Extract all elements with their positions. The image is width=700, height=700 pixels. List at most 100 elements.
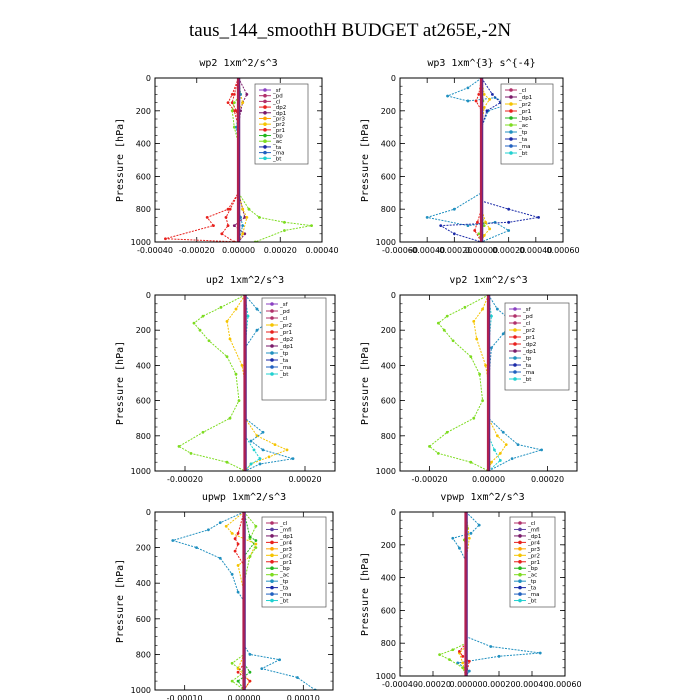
legend-marker <box>509 151 513 155</box>
data-point <box>469 355 473 358</box>
data-point <box>488 227 492 231</box>
data-point <box>507 229 511 232</box>
legend-entry: _bp <box>279 566 290 572</box>
legend-marker <box>270 323 274 327</box>
x-tick-label: 0.00060 <box>548 680 581 689</box>
legend-entry: _ma <box>279 365 291 371</box>
data-point <box>490 314 493 318</box>
y-tick-label: 600 <box>136 615 151 624</box>
data-point <box>246 314 250 318</box>
x-tick-label: 0.00000 <box>449 680 482 689</box>
data-point <box>482 234 486 237</box>
data-point <box>254 539 258 542</box>
legend-entry: _ma <box>522 370 534 376</box>
legend-entry: _dp1 <box>527 534 541 540</box>
series-line-pr2 <box>473 295 507 471</box>
data-point <box>201 430 205 434</box>
chart-panel: vp2 1xm^2/s^3 Pressure [hPa] 0 200 400 600 800… <box>360 275 578 484</box>
legend-marker <box>263 105 267 109</box>
data-point <box>445 314 449 318</box>
legend-entry: _pd <box>272 94 283 100</box>
x-tick-label: 0.00060 <box>546 246 579 255</box>
data-point <box>248 679 252 683</box>
data-point <box>230 101 234 104</box>
series-line-pr2 <box>225 512 257 690</box>
data-point <box>245 93 249 96</box>
legend-marker <box>270 344 274 348</box>
data-point <box>236 590 240 594</box>
legend-entry: _ta <box>272 145 281 151</box>
legend-entry: _bt <box>279 372 289 378</box>
data-point <box>501 430 505 434</box>
data-point <box>476 220 479 224</box>
legend-marker <box>270 566 274 571</box>
legend-marker <box>263 122 267 126</box>
y-tick-label: 0 <box>146 508 151 517</box>
legend-marker <box>513 370 517 374</box>
data-point <box>232 109 236 113</box>
data-point <box>445 430 449 434</box>
data-point <box>236 542 240 546</box>
data-point <box>283 229 286 232</box>
legend-marker <box>263 99 267 104</box>
x-tick-label: -0.00020 <box>436 246 472 255</box>
data-point <box>466 86 470 90</box>
data-point <box>261 448 265 452</box>
data-point <box>285 448 289 452</box>
legend-marker <box>270 579 274 583</box>
legend-entry: _ac <box>518 123 528 129</box>
legend-marker <box>509 116 513 120</box>
data-point <box>467 659 471 663</box>
data-point <box>489 645 493 648</box>
data-point <box>484 220 487 224</box>
data-point <box>475 337 479 341</box>
data-point <box>254 542 258 546</box>
x-tick-label: -0.00040 <box>137 246 173 255</box>
legend-entry: _pd <box>279 309 290 315</box>
data-point <box>248 670 252 674</box>
legend-marker <box>518 540 522 545</box>
data-point <box>236 531 240 535</box>
data-point <box>218 556 222 560</box>
data-point <box>257 216 261 219</box>
data-point <box>207 339 211 343</box>
chart-panel: upwp 1xm^2/s^3 Pressure [hPa] 0 200 400 600 80… <box>115 492 334 700</box>
x-tick-label: -0.00010 <box>167 694 203 700</box>
y-tick-label: 0 <box>146 291 151 300</box>
legend-marker <box>509 109 513 113</box>
legend-entry: _ac <box>272 139 282 145</box>
chart-panel: wp2 1xm^2/s^3 Pressure [hPa] 0 200 400 600 800… <box>115 58 339 255</box>
data-point <box>243 232 247 236</box>
data-point <box>241 207 245 211</box>
y-axis-label: Pressure [hPa] <box>360 341 371 425</box>
legend-marker <box>513 363 517 367</box>
legend-marker <box>270 330 274 334</box>
y-tick-label: 0 <box>391 291 396 300</box>
legend-marker <box>263 145 267 149</box>
legend-marker <box>263 150 267 155</box>
y-tick-label: 1000 <box>376 467 396 476</box>
x-tick-label: 0.00040 <box>519 246 552 255</box>
legend-marker <box>270 358 274 362</box>
data-point <box>230 572 234 576</box>
legend-marker <box>513 307 517 311</box>
legend-entry: _ta <box>522 363 531 369</box>
legend-marker <box>270 372 274 376</box>
data-point <box>490 460 493 464</box>
legend-entry: _tp <box>522 356 532 362</box>
data-point <box>260 667 264 671</box>
data-point <box>192 321 196 325</box>
plot-frame <box>399 294 578 472</box>
y-tick-label: 200 <box>381 541 396 550</box>
legend-entry: _ta <box>527 586 536 592</box>
data-point <box>507 220 511 224</box>
data-point <box>510 457 514 461</box>
series-group <box>425 78 540 242</box>
data-point <box>236 667 240 671</box>
legend-entry: _cl <box>279 316 288 322</box>
legend-entry: _ma <box>518 144 530 150</box>
data-point <box>226 224 230 228</box>
chart-title: upwp 1xm^2/s^3 <box>202 492 286 503</box>
legend-entry: _bp1 <box>518 116 532 122</box>
data-point <box>490 346 493 350</box>
